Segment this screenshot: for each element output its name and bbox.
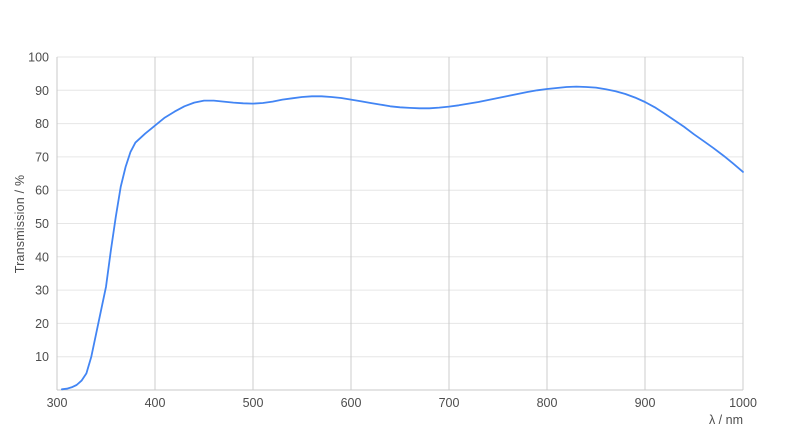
- x-tick-label: 600: [341, 396, 362, 410]
- y-tick-label: 70: [35, 150, 49, 164]
- y-tick-label: 90: [35, 84, 49, 98]
- y-tick-label: 30: [35, 284, 49, 298]
- x-tick-label: 800: [537, 396, 558, 410]
- y-tick-label: 60: [35, 184, 49, 198]
- y-tick-label: 10: [35, 350, 49, 364]
- y-axis-title: Transmission / %: [13, 174, 27, 274]
- y-tick-label: 50: [35, 217, 49, 231]
- x-axis-title: λ / nm: [708, 413, 743, 427]
- transmission-curve: [61, 85, 744, 391]
- y-tick-label: 20: [35, 317, 49, 331]
- x-tick-label: 300: [47, 396, 68, 410]
- y-tick-label: 100: [28, 51, 49, 65]
- y-tick-label: 40: [35, 250, 49, 264]
- y-tick-label: 80: [35, 117, 49, 131]
- x-tick-label: 700: [439, 396, 460, 410]
- x-tick-label: 500: [243, 396, 264, 410]
- x-tick-label: 1000: [729, 396, 757, 410]
- x-tick-label: 400: [145, 396, 166, 410]
- x-tick-label: 900: [635, 396, 656, 410]
